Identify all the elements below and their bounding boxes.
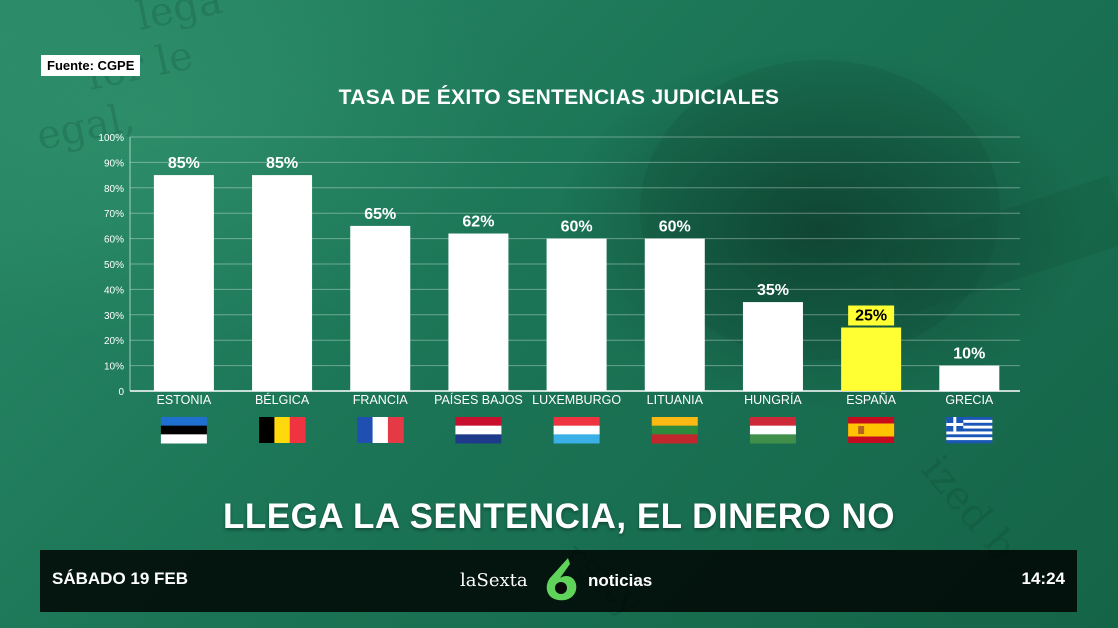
flag-stripe bbox=[553, 434, 600, 444]
headline: LLEGA LA SENTENCIA, EL DINERO NO bbox=[223, 497, 895, 536]
time-label: 14:24 bbox=[1021, 569, 1065, 588]
flag-cross bbox=[946, 423, 964, 426]
data-label: 60% bbox=[659, 219, 691, 236]
chart-title: TASA DE ÉXITO SENTENCIAS JUDICIALES bbox=[338, 86, 780, 109]
flag-stripe bbox=[651, 417, 698, 427]
flag-stripe bbox=[848, 423, 895, 437]
x-tick-label: BÉLGICA bbox=[255, 392, 310, 407]
flag-stripe bbox=[946, 422, 993, 426]
netherlands-flag-icon bbox=[455, 417, 502, 444]
flag-stripe bbox=[946, 431, 993, 435]
lithuania-flag-icon bbox=[651, 417, 698, 444]
data-label: 85% bbox=[266, 155, 298, 172]
flag-stripe bbox=[455, 434, 502, 444]
flag-stripe bbox=[160, 434, 207, 444]
belgium-flag-icon bbox=[259, 417, 306, 443]
highlight-label-bg bbox=[848, 305, 895, 326]
y-tick-label: 50% bbox=[104, 260, 124, 271]
greece-flag-icon bbox=[946, 417, 993, 444]
flag-stripe bbox=[749, 425, 796, 435]
flag-stripe bbox=[946, 425, 993, 429]
bar-series: 85% 85% 65% 62% 60% 60% 35% 25% 10% bbox=[153, 155, 1000, 391]
y-tick-label: 20% bbox=[104, 336, 124, 347]
brand-section: noticias bbox=[588, 571, 653, 590]
estonia-flag-icon bbox=[160, 417, 207, 444]
y-tick-label: 40% bbox=[104, 285, 124, 296]
data-label: 85% bbox=[168, 155, 200, 172]
flag-stripe bbox=[553, 425, 600, 435]
source-label: Fuente: CGPE bbox=[41, 55, 141, 76]
data-label: 65% bbox=[364, 206, 396, 223]
bar bbox=[252, 175, 313, 391]
brand-name: laSexta bbox=[460, 570, 528, 591]
flag-stripe bbox=[946, 428, 993, 432]
flag-stripe bbox=[651, 425, 698, 435]
y-tick-label: 30% bbox=[104, 311, 124, 322]
bar bbox=[939, 365, 1000, 391]
bar bbox=[742, 302, 803, 391]
bar-chart: 0 10% 20% 30% 40% 50% 60% 70% 80% 90% 100% 85% 85% 6… bbox=[98, 133, 1020, 444]
flag-stripe bbox=[749, 417, 796, 427]
y-axis: 0 10% 20% 30% 40% 50% 60% 70% 80% 90% 100% bbox=[98, 133, 124, 398]
flag-stripe bbox=[946, 440, 993, 444]
y-tick-label: 100% bbox=[98, 133, 124, 144]
x-tick-label: GRECIA bbox=[945, 393, 994, 407]
flag-stripe bbox=[946, 419, 993, 424]
flag-emblem bbox=[858, 426, 865, 434]
flag-stripe bbox=[274, 417, 291, 443]
flag-stripe bbox=[387, 417, 404, 443]
x-tick-label: LUXEMBURGO bbox=[532, 393, 621, 407]
x-tick-label: HUNGRÍA bbox=[744, 392, 802, 407]
spain-flag-icon bbox=[848, 417, 895, 443]
bar bbox=[644, 238, 705, 391]
flag-stripe bbox=[946, 434, 993, 438]
flag-stripe bbox=[289, 417, 306, 443]
luxembourg-flag-icon bbox=[553, 417, 600, 444]
france-flag-icon bbox=[357, 417, 404, 443]
y-tick-label: 0 bbox=[118, 387, 124, 398]
flag-stripe bbox=[946, 417, 993, 421]
bar bbox=[546, 238, 607, 391]
flag-stripe bbox=[651, 434, 698, 444]
flag-stripe bbox=[946, 437, 993, 441]
flag-stripe bbox=[372, 417, 389, 443]
flag-stripe bbox=[357, 417, 374, 443]
hungary-flag-icon bbox=[749, 417, 796, 444]
flag-stripe bbox=[749, 434, 796, 444]
flag-stripe bbox=[553, 417, 600, 427]
x-tick-label: FRANCIA bbox=[353, 393, 409, 407]
x-axis: ESTONIA BÉLGICA FRANCIA PAÍSES BAJOS LUXEMBU… bbox=[157, 392, 994, 407]
data-label: 10% bbox=[953, 346, 985, 363]
y-tick-label: 90% bbox=[104, 158, 124, 169]
flag-row bbox=[160, 417, 993, 444]
x-tick-label: ESPAÑA bbox=[846, 393, 896, 407]
flag-stripe bbox=[455, 425, 502, 435]
sexta-logo-icon bbox=[546, 558, 577, 601]
x-tick-label: ESTONIA bbox=[157, 393, 212, 407]
y-tick-label: 80% bbox=[104, 184, 124, 195]
bar bbox=[350, 225, 411, 391]
flag-stripe bbox=[160, 417, 207, 427]
date-label: SÁBADO 19 FEB bbox=[52, 569, 189, 588]
y-tick-label: 60% bbox=[104, 235, 124, 246]
bar bbox=[448, 233, 509, 391]
data-label: 25% bbox=[855, 308, 887, 325]
data-label: 35% bbox=[757, 282, 789, 299]
bar bbox=[841, 327, 902, 391]
flag-stripe bbox=[455, 417, 502, 427]
x-tick-label: PAÍSES BAJOS bbox=[434, 392, 523, 407]
flag-stripe bbox=[160, 425, 207, 435]
data-label: 60% bbox=[561, 219, 593, 236]
flag-stripe bbox=[259, 417, 275, 443]
x-tick-label: LITUANIA bbox=[647, 393, 704, 407]
y-tick-label: 70% bbox=[104, 209, 124, 220]
y-tick-label: 10% bbox=[104, 362, 124, 373]
bar bbox=[153, 175, 214, 391]
data-label: 62% bbox=[462, 214, 494, 231]
footer-bar: SÁBADO 19 FEB laSexta noticias 14:24 bbox=[40, 550, 1077, 612]
